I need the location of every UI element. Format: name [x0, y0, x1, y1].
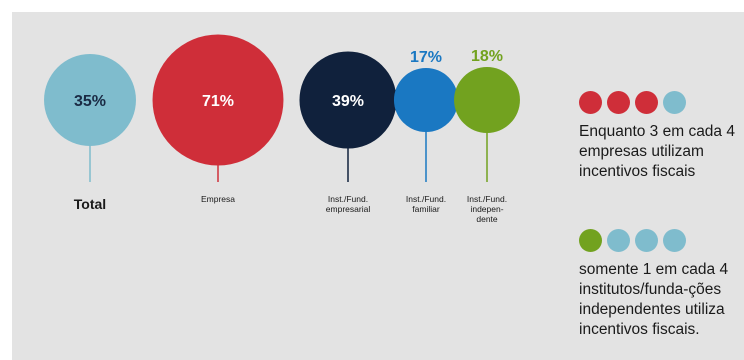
bubble-chart: 35%Total71%Empresa39%Inst./Fund.empresar… — [44, 34, 520, 224]
legend-dot-empty — [663, 229, 686, 252]
legend-dot-filled — [579, 91, 602, 114]
value-label-inst-empresarial: 39% — [332, 93, 364, 110]
bubble-group-inst-familiar: 17% Inst./Fund.familiar — [393, 49, 459, 214]
legend-institutes-text: somente 1 em cada 4 institutos/funda-çõe… — [579, 261, 729, 338]
legend-companies-dots — [579, 91, 739, 114]
bubble-group-inst-independente: 18% Inst./Fund.indepen-dente — [454, 48, 520, 224]
bubble-group-total: 35% Total — [44, 54, 136, 212]
legend-dot-empty — [607, 229, 630, 252]
bubble-empresa — [152, 34, 284, 166]
bubble-group-inst-empresarial: 39% Inst./Fund.empresarial — [299, 51, 397, 214]
legend-institutes-dots — [579, 229, 739, 252]
legend-companies: Enquanto 3 em cada 4 empresas utilizam i… — [579, 91, 739, 182]
legend-institutes: somente 1 em cada 4 institutos/funda-çõe… — [579, 229, 739, 340]
category-label-empresa: Empresa — [201, 194, 235, 204]
value-label-inst-familiar: 17% — [410, 49, 442, 66]
bubble-group-empresa: 71% Empresa — [152, 34, 284, 204]
bubble-inst-independente — [454, 67, 520, 133]
category-label-inst-empresarial-line1: Inst./Fund. — [328, 194, 368, 204]
category-label-inst-familiar-line2: familiar — [412, 204, 440, 214]
category-label-inst-independente-line3: dente — [476, 214, 498, 224]
category-label-inst-familiar-line1: Inst./Fund. — [406, 194, 446, 204]
value-label-empresa: 71% — [202, 93, 234, 110]
legend-dot-filled — [579, 229, 602, 252]
bubble-inst-empresarial — [299, 51, 397, 149]
value-label-inst-independente: 18% — [471, 48, 503, 65]
legend-dot-filled — [607, 91, 630, 114]
legend-dot-empty — [635, 229, 658, 252]
bubble-total — [44, 54, 136, 146]
category-label-total: Total — [74, 196, 106, 212]
chart-panel: 35% Total 71% Empresa 39% Inst./Fund. empresar… — [12, 12, 744, 360]
category-label-inst-empresarial-line2: empresarial — [326, 204, 371, 214]
value-label-total: 35% — [74, 93, 106, 110]
bubble-inst-familiar — [393, 67, 459, 133]
category-label-inst-independente-line2: indepen- — [470, 204, 503, 214]
category-label-inst-independente-line1: Inst./Fund. — [467, 194, 507, 204]
legend-dot-filled — [635, 91, 658, 114]
legend-dot-empty — [663, 91, 686, 114]
legend-companies-text: Enquanto 3 em cada 4 empresas utilizam i… — [579, 123, 735, 180]
